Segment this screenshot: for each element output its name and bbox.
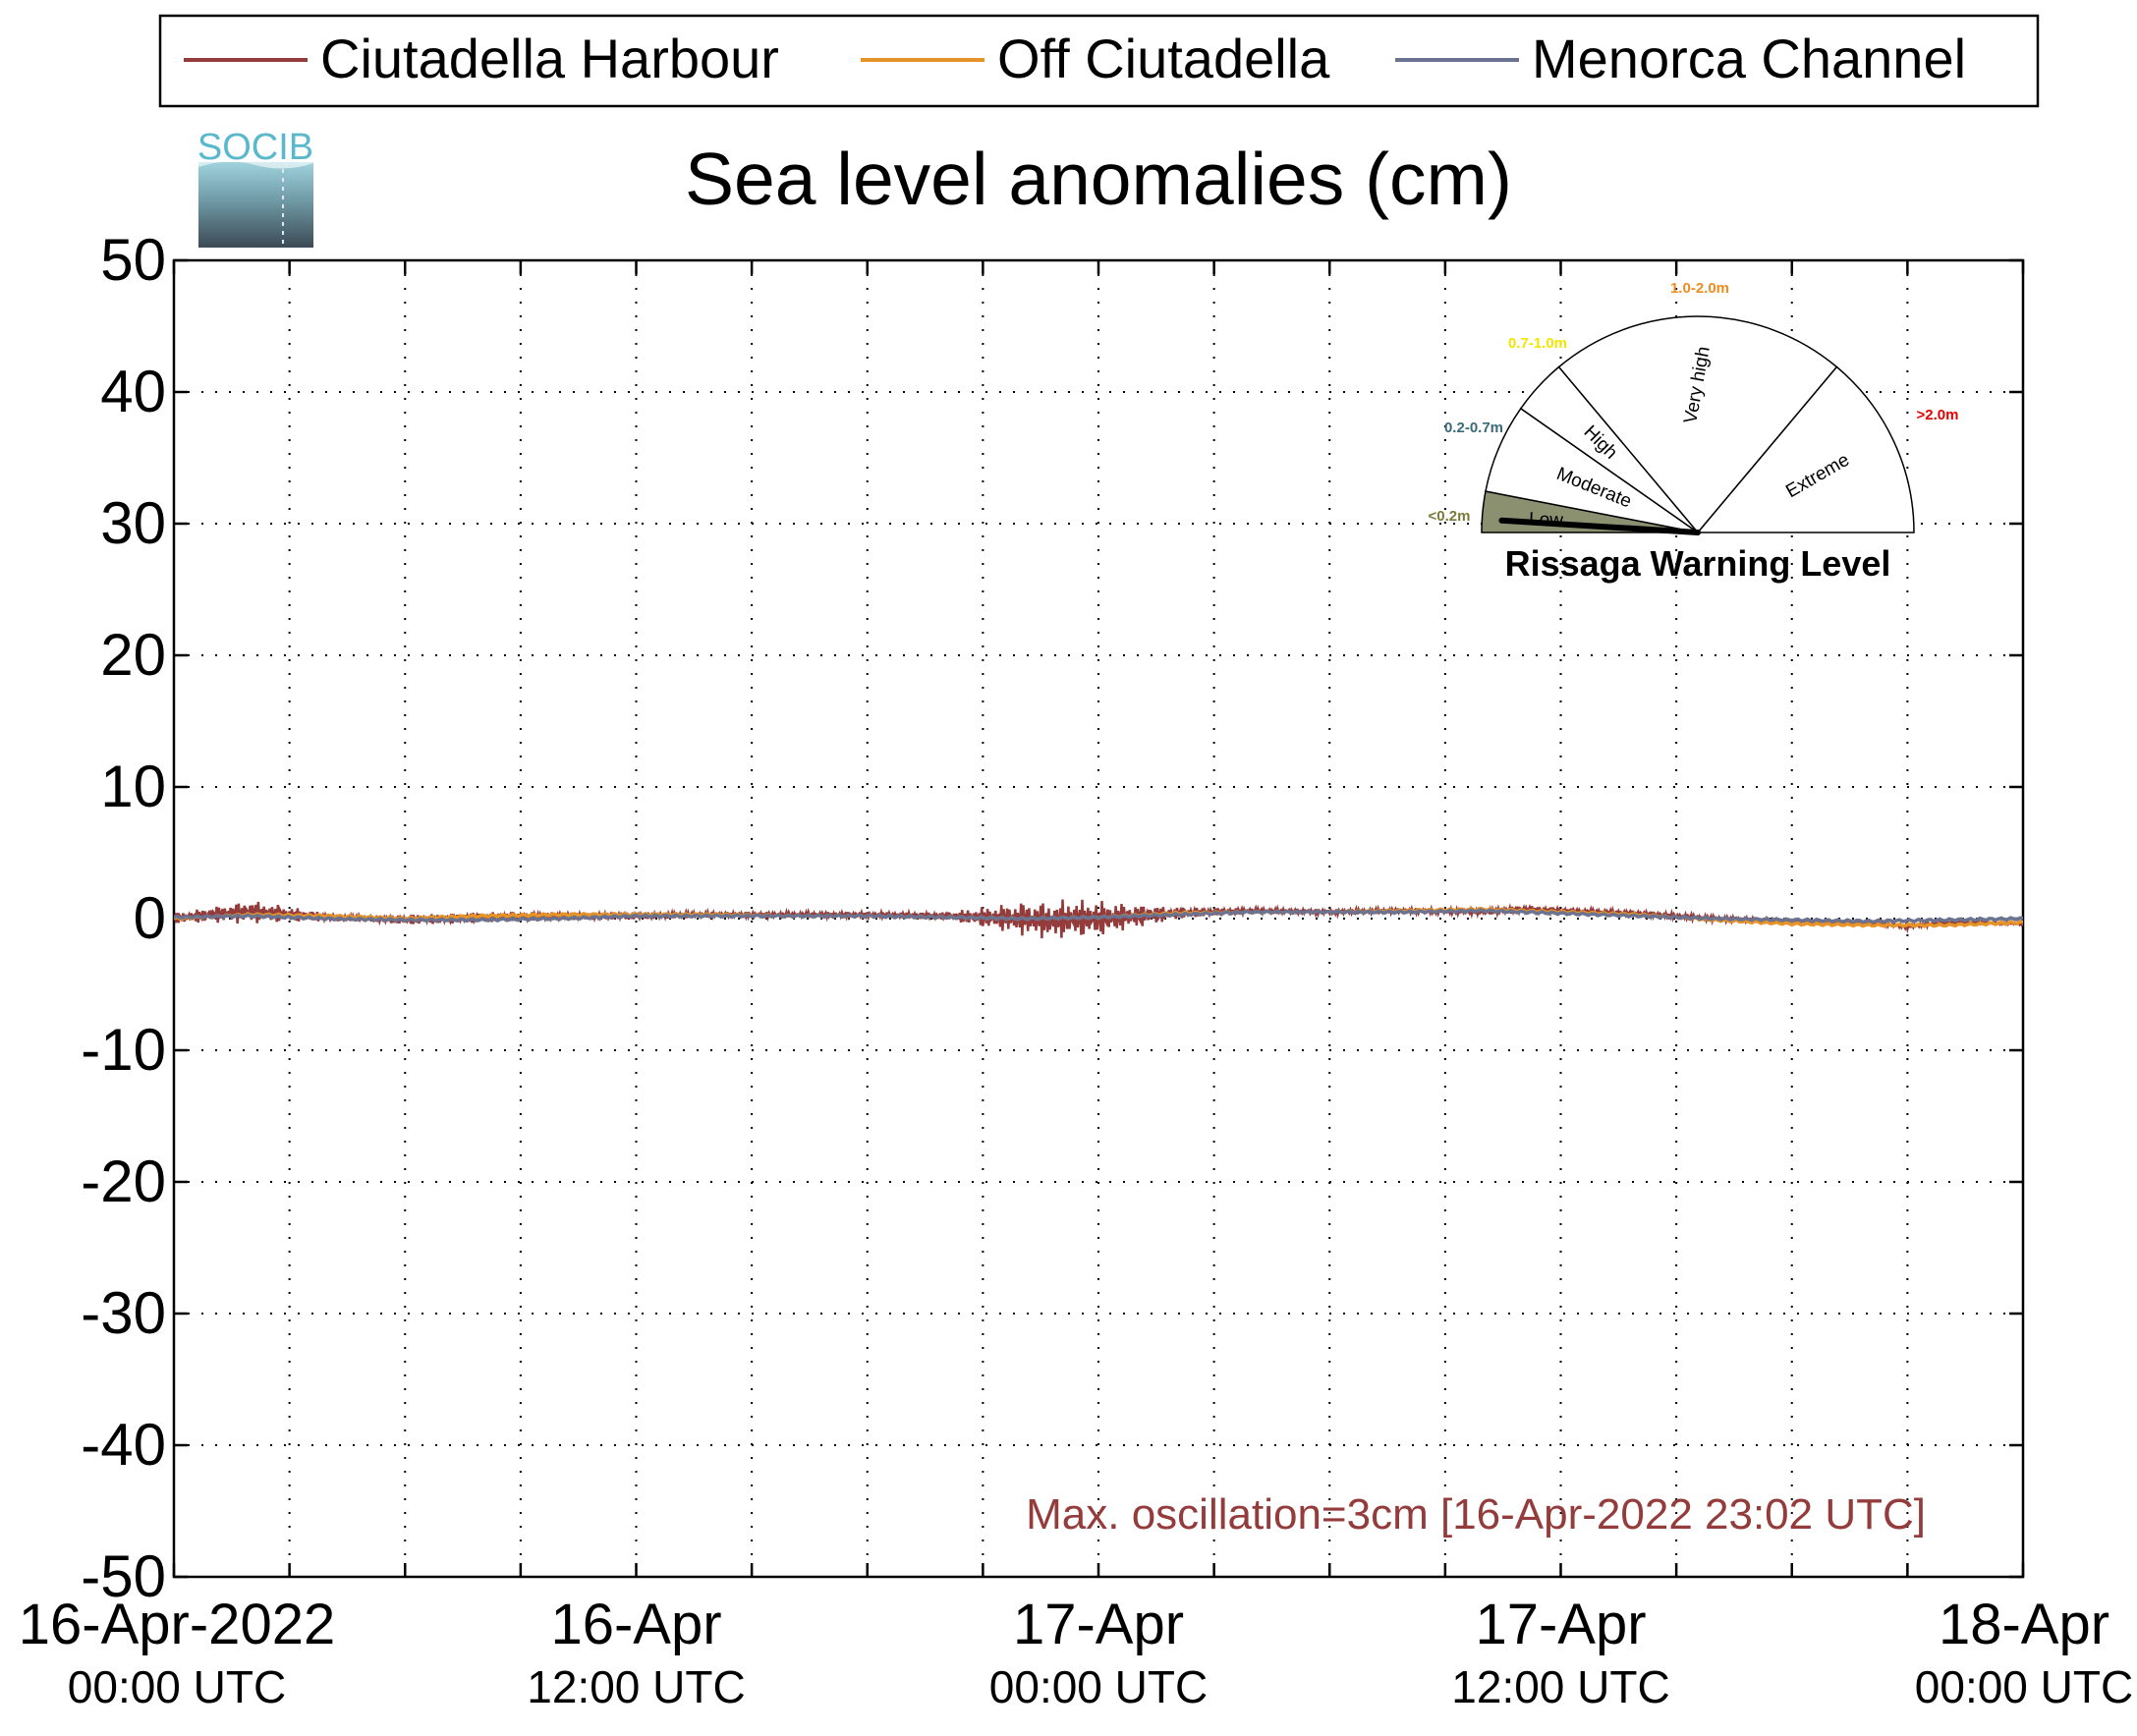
chart-title: Sea level anomalies (cm) <box>685 138 1512 220</box>
legend: Ciutadella Harbour Off Ciutadella Menorc… <box>158 14 2040 108</box>
legend-label-ciutadella-harbour: Ciutadella Harbour <box>320 28 779 89</box>
y-tick-label: -20 <box>81 1148 166 1214</box>
gauge-range-label: <0.2m <box>1429 508 1471 525</box>
x-tick-label-date: 17-Apr <box>1013 1593 1184 1656</box>
x-tick-label-time: 12:00 UTC <box>527 1661 745 1712</box>
gauge-range-label: >2.0m <box>1917 407 1959 423</box>
gauge-title: Rissaga Warning Level <box>1505 543 1891 584</box>
y-tick-label: 30 <box>100 490 166 556</box>
y-tick-label: -40 <box>81 1412 166 1478</box>
x-tick-label-date: 18-Apr <box>1939 1593 2109 1656</box>
y-tick-label: -50 <box>81 1543 166 1609</box>
socib-logo: SOCIB <box>197 127 313 248</box>
y-tick-label: -30 <box>81 1280 166 1346</box>
gauge-range-label: 0.2-0.7m <box>1444 420 1503 436</box>
gauge-sector-extreme <box>1696 365 1915 533</box>
y-tick-label: 40 <box>100 359 166 424</box>
y-axis: 50 40 30 20 10 0 -10 -20 -30 -40 -50 <box>81 227 2023 1609</box>
legend-label-menorca-channel: Menorca Channel <box>1532 28 1966 89</box>
y-tick-label: -10 <box>81 1017 166 1083</box>
series <box>174 899 2023 939</box>
x-tick-label-date: 17-Apr <box>1475 1593 1646 1656</box>
y-tick-label: 50 <box>100 227 166 293</box>
legend-label-off-ciutadella: Off Ciutadella <box>997 28 1330 89</box>
gauge-range-label: 1.0-2.0m <box>1670 280 1729 297</box>
gauge-range-label: 0.7-1.0m <box>1508 335 1567 352</box>
gauge-sector-very-high <box>1557 315 1838 534</box>
y-tick-label: 0 <box>134 885 166 951</box>
x-tick-label-date: 16-Apr-2022 <box>19 1593 335 1656</box>
x-tick-label-date: 16-Apr <box>550 1593 721 1656</box>
gauge-needle <box>1498 517 1701 535</box>
x-tick-label-time: 00:00 UTC <box>1915 1661 2133 1712</box>
x-tick-label-time: 00:00 UTC <box>68 1661 286 1712</box>
x-tick-label-time: 12:00 UTC <box>1451 1661 1669 1712</box>
x-tick-label-time: 00:00 UTC <box>989 1661 1208 1712</box>
series-line-menorca-channel <box>174 908 2023 924</box>
socib-logo-text: SOCIB <box>197 127 313 168</box>
y-tick-label: 20 <box>100 622 166 688</box>
max-oscillation-annotation: Max. oscillation=3cm [16-Apr-2022 23:02 … <box>1026 1490 1926 1539</box>
y-tick-label: 10 <box>100 754 166 819</box>
